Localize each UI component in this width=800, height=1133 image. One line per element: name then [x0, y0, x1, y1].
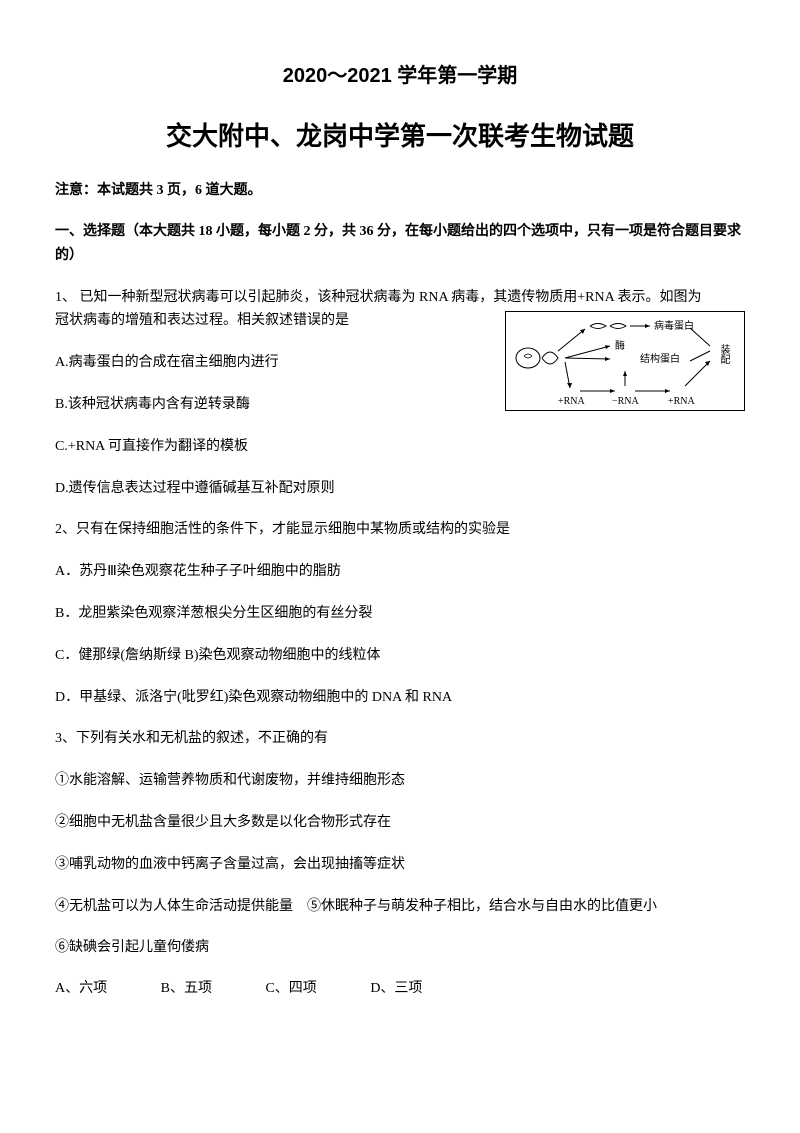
section-1-header: 一、选择题（本大题共 18 小题，每小题 2 分，共 36 分，在每小题给出的四… — [55, 220, 745, 268]
diagram-rna-minus: −RNA — [612, 394, 639, 410]
q1-option-c: C.+RNA 可直接作为翻译的模板 — [55, 435, 745, 459]
q3-option-a: A、六项 — [55, 978, 107, 1000]
q3-statement-2: ②细胞中无机盐含量很少且大多数是以化合物形式存在 — [55, 811, 745, 835]
q2-option-c: C．健那绿(詹纳斯绿 B)染色观察动物细胞中的线粒体 — [55, 644, 745, 668]
q3-statement-4-5: ④无机盐可以为人体生命活动提供能量 ⑤休眠种子与萌发种子相比，结合水与自由水的比… — [55, 895, 745, 919]
q1-option-d: D.遗传信息表达过程中遵循碱基互补配对原则 — [55, 477, 745, 501]
diagram-struct-protein: 结构蛋白 — [640, 352, 680, 368]
virus-diagram: 病毒蛋白 酶 结构蛋白 装配 +RNA −RNA +RNA — [505, 311, 745, 411]
diagram-svg — [510, 316, 742, 406]
diagram-rna-plus2: +RNA — [668, 394, 695, 410]
q2-option-d: D．甲基绿、派洛宁(吡罗红)染色观察动物细胞中的 DNA 和 RNA — [55, 686, 745, 710]
q3-option-d: D、三项 — [370, 978, 422, 1000]
question-1-line1: 1、 已知一种新型冠状病毒可以引起肺炎，该种冠状病毒为 RNA 病毒，其遗传物质… — [55, 286, 745, 310]
q3-option-c: C、四项 — [265, 978, 316, 1000]
question-1: 1、 已知一种新型冠状病毒可以引起肺炎，该种冠状病毒为 RNA 病毒，其遗传物质… — [55, 286, 745, 334]
notice-text: 注意：本试题共 3 页，6 道大题。 — [55, 180, 745, 202]
diagram-enzyme: 酶 — [615, 339, 625, 355]
diagram-content: 病毒蛋白 酶 结构蛋白 装配 +RNA −RNA +RNA — [510, 316, 740, 406]
semester-heading: 2020～2021 学年第一学期 — [55, 60, 745, 92]
q3-statement-1: ①水能溶解、运输营养物质和代谢废物，并维持细胞形态 — [55, 769, 745, 793]
q2-option-b: B．龙胆紫染色观察洋葱根尖分生区细胞的有丝分裂 — [55, 602, 745, 626]
q2-option-a: A．苏丹Ⅲ染色观察花生种子子叶细胞中的脂肪 — [55, 560, 745, 584]
diagram-virus-protein: 病毒蛋白 — [654, 319, 694, 335]
question-2: 2、只有在保持细胞活性的条件下，才能显示细胞中某物质或结构的实验是 — [55, 518, 745, 542]
q3-option-b: B、五项 — [161, 978, 212, 1000]
q3-statement-6: ⑥缺碘会引起儿童佝偻病 — [55, 936, 745, 960]
q3-statement-3: ③哺乳动物的血液中钙离子含量过高，会出现抽搐等症状 — [55, 853, 745, 877]
diagram-assembly: 装配 — [715, 344, 731, 364]
exam-title: 交大附中、龙岗中学第一次联考生物试题 — [55, 116, 745, 158]
diagram-rna-plus1: +RNA — [558, 394, 585, 410]
question-3: 3、下列有关水和无机盐的叙述，不正确的有 — [55, 727, 745, 751]
q3-options: A、六项 B、五项 C、四项 D、三项 — [55, 978, 745, 1000]
